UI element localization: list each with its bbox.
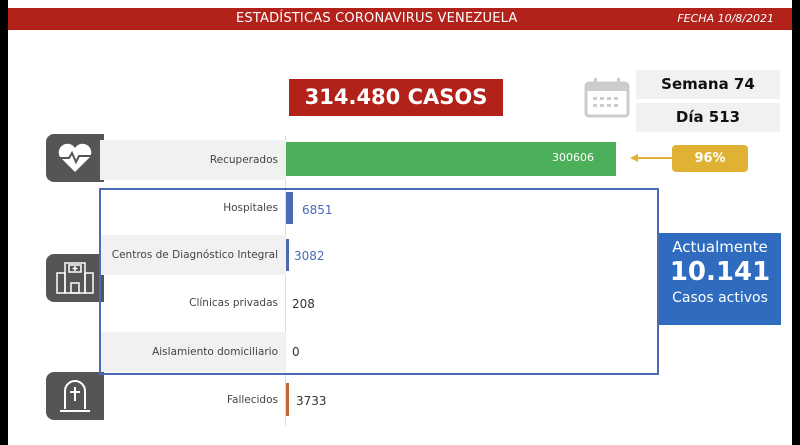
value-aislamiento: 0 bbox=[292, 345, 300, 359]
arrow-left-icon bbox=[630, 154, 674, 162]
axis-line bbox=[285, 136, 286, 426]
active-cases-box: Actualmente 10.141 Casos activos bbox=[659, 233, 781, 325]
bar-recuperados: 300606 bbox=[286, 142, 616, 176]
hospital-icon bbox=[46, 254, 104, 302]
tombstone-icon bbox=[46, 372, 104, 420]
bar-hospitales bbox=[286, 192, 293, 224]
value-fallecidos: 3733 bbox=[296, 394, 327, 408]
active-subtitle: Casos activos bbox=[672, 290, 768, 306]
row-label-cdi: Centros de Diagnóstico Integral bbox=[100, 235, 286, 275]
active-title: Actualmente bbox=[672, 238, 768, 256]
recovered-percent-badge: 96% bbox=[672, 145, 748, 172]
calendar-icon bbox=[584, 78, 630, 118]
bar-fallecidos bbox=[286, 383, 289, 416]
heart-pulse-icon bbox=[46, 134, 104, 182]
page-title: ESTADÍSTICAS CORONAVIRUS VENEZUELA bbox=[236, 11, 518, 26]
row-label-fallecidos: Fallecidos bbox=[226, 394, 278, 406]
total-cases: 314.480 CASOS bbox=[289, 79, 503, 116]
row-label-clinicas: Clínicas privadas bbox=[189, 297, 278, 309]
value-recuperados: 300606 bbox=[552, 151, 594, 164]
header-bar: ESTADÍSTICAS CORONAVIRUS VENEZUELA FECHA… bbox=[8, 8, 792, 30]
bar-cdi bbox=[286, 239, 289, 271]
value-clinicas: 208 bbox=[292, 297, 315, 311]
value-cdi: 3082 bbox=[294, 249, 325, 263]
infographic: ESTADÍSTICAS CORONAVIRUS VENEZUELA FECHA… bbox=[8, 0, 792, 445]
active-value: 10.141 bbox=[669, 257, 771, 287]
row-label-recuperados: Recuperados bbox=[100, 140, 286, 180]
day-label: Día 513 bbox=[636, 103, 780, 132]
row-label-hospitales: Hospitales bbox=[223, 202, 278, 214]
row-label-aislamiento: Aislamiento domiciliario bbox=[100, 332, 286, 372]
value-hospitales: 6851 bbox=[302, 203, 333, 217]
week-label: Semana 74 bbox=[636, 70, 780, 99]
date: FECHA 10/8/2021 bbox=[677, 12, 774, 25]
active-cases-bracket bbox=[99, 188, 659, 375]
